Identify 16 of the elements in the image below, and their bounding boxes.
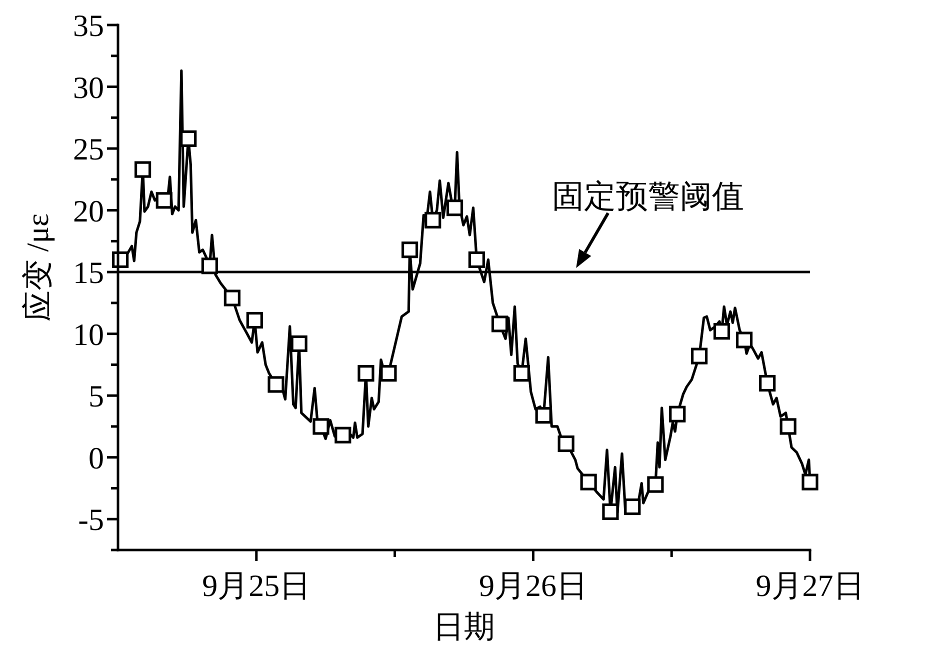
y-tick-label: 5 bbox=[88, 378, 104, 414]
y-tick-label: 20 bbox=[73, 193, 104, 228]
y-tick-label: 15 bbox=[73, 255, 104, 290]
x-tick-label: 9月26日 bbox=[478, 568, 588, 603]
x-axis-title: 日期 bbox=[433, 609, 495, 644]
y-tick-label: 35 bbox=[73, 8, 104, 43]
y-tick-label: 0 bbox=[88, 440, 104, 476]
ref-line-label: 固定预警阈值 bbox=[552, 178, 744, 214]
x-tick-label: 9月25日 bbox=[202, 568, 311, 603]
y-axis-title: 应变 /με bbox=[20, 213, 55, 322]
y-tick-label: 25 bbox=[73, 132, 104, 167]
y-tick-label: -5 bbox=[78, 502, 104, 538]
x-tick-label: 9月27日 bbox=[756, 568, 864, 603]
y-tick-label: 10 bbox=[73, 316, 104, 352]
ref-line: 固定预警阈值 bbox=[118, 178, 810, 274]
y-tick-label: 30 bbox=[73, 70, 104, 105]
